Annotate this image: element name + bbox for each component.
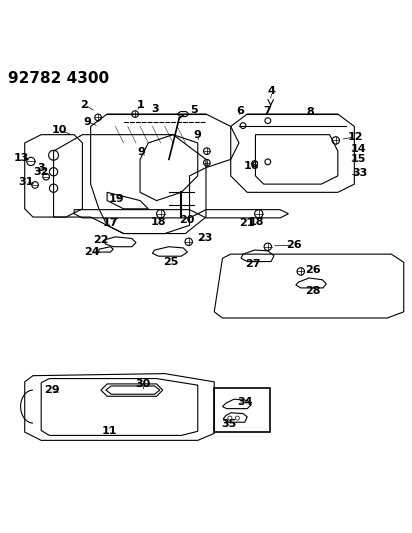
Text: 7: 7 bbox=[263, 106, 271, 116]
Text: 16: 16 bbox=[243, 161, 259, 171]
Text: 24: 24 bbox=[84, 247, 100, 257]
Text: 6: 6 bbox=[236, 106, 244, 116]
Text: 13: 13 bbox=[14, 153, 30, 163]
Text: 34: 34 bbox=[237, 397, 253, 407]
Text: 3: 3 bbox=[151, 104, 159, 114]
Text: 8: 8 bbox=[307, 107, 314, 117]
Text: 27: 27 bbox=[245, 260, 261, 270]
Text: 10: 10 bbox=[51, 125, 67, 135]
Text: 2: 2 bbox=[81, 100, 88, 110]
Text: 11: 11 bbox=[101, 426, 117, 437]
Text: 15: 15 bbox=[351, 154, 366, 164]
Text: 92782 4300: 92782 4300 bbox=[8, 71, 109, 86]
Text: 21: 21 bbox=[239, 218, 255, 228]
Text: 14: 14 bbox=[351, 144, 366, 154]
Text: 5: 5 bbox=[190, 105, 197, 115]
Text: 9: 9 bbox=[138, 147, 146, 157]
Text: 35: 35 bbox=[221, 419, 237, 429]
Text: 28: 28 bbox=[305, 286, 321, 296]
Text: 18: 18 bbox=[249, 217, 265, 227]
Text: 30: 30 bbox=[136, 379, 151, 389]
Text: 4: 4 bbox=[268, 86, 276, 96]
Text: 32: 32 bbox=[33, 167, 49, 177]
Text: 20: 20 bbox=[179, 215, 194, 225]
Text: 26: 26 bbox=[286, 240, 302, 250]
Text: 17: 17 bbox=[103, 218, 118, 228]
Text: 31: 31 bbox=[18, 176, 33, 187]
Text: 25: 25 bbox=[163, 256, 179, 266]
Text: 26: 26 bbox=[305, 265, 321, 275]
Text: 22: 22 bbox=[93, 235, 108, 245]
Text: 29: 29 bbox=[44, 385, 60, 395]
Text: 1: 1 bbox=[136, 100, 144, 110]
Text: 18: 18 bbox=[151, 217, 166, 227]
Text: 9: 9 bbox=[84, 117, 92, 127]
Text: 23: 23 bbox=[197, 233, 213, 244]
Text: 9: 9 bbox=[193, 131, 201, 141]
Text: 33: 33 bbox=[352, 168, 368, 179]
Text: 3: 3 bbox=[37, 164, 45, 173]
Text: 12: 12 bbox=[347, 132, 363, 142]
Text: 19: 19 bbox=[108, 193, 124, 204]
